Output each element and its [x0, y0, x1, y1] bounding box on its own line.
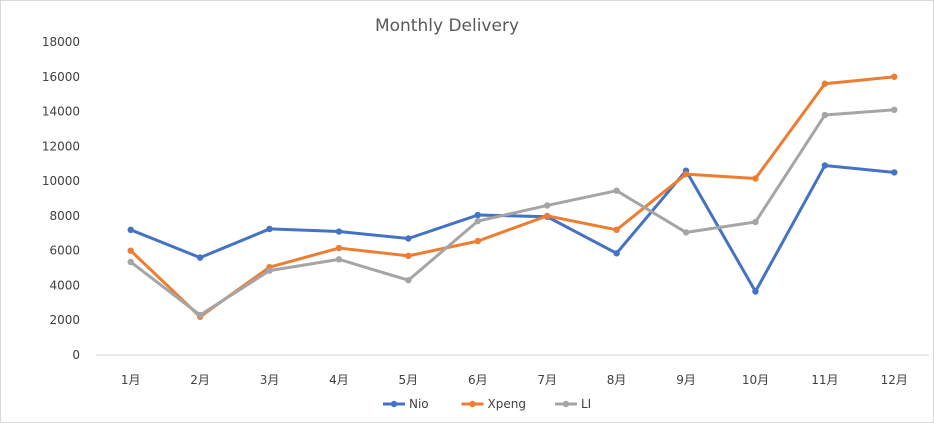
legend: Nio Xpeng LI [383, 397, 591, 411]
data-point-nio [891, 169, 898, 176]
data-point-li [752, 218, 759, 226]
y-tick-label: 0 [72, 348, 80, 362]
series-line-nio [129, 163, 896, 294]
x-tick-label: 10月 [742, 373, 769, 387]
x-tick-label: 3月 [260, 373, 280, 387]
x-tick-label: 1月 [121, 373, 141, 387]
legend-label: Xpeng [488, 397, 526, 411]
data-point-li [474, 217, 481, 225]
legend-item-li: LI [555, 397, 591, 411]
y-tick-label: 16000 [42, 70, 80, 84]
data-point-li [196, 311, 204, 319]
legend-item-xpeng: Xpeng [461, 397, 526, 411]
y-axis-labels: 0 2000 4000 6000 8000 10000 12000 14000 16000 180… [42, 35, 80, 362]
data-point-nio [821, 162, 829, 169]
y-tick-label: 14000 [42, 105, 80, 119]
x-tick-label: 9月 [676, 373, 696, 387]
data-point-li [544, 202, 551, 209]
y-tick-label: 12000 [42, 139, 80, 153]
data-point-nio [196, 254, 204, 261]
y-tick-label: 6000 [49, 244, 80, 258]
x-tick-label: 11月 [811, 373, 838, 387]
series-line-xpeng [129, 75, 896, 319]
data-point-nio [405, 235, 412, 242]
legend-swatch-marker [562, 400, 570, 408]
data-point-li [335, 256, 343, 263]
y-tick-label: 8000 [49, 209, 80, 223]
x-tick-label: 2月 [190, 373, 210, 387]
y-tick-label: 4000 [49, 278, 80, 292]
data-point-nio [266, 225, 273, 233]
x-tick-label: 8月 [607, 373, 627, 387]
data-point-nio [127, 226, 134, 233]
series-line-li [129, 108, 896, 317]
legend-swatch-marker [469, 400, 476, 408]
y-tick-label: 18000 [42, 35, 80, 49]
data-point-xpeng [127, 247, 134, 254]
series-xpeng [127, 73, 898, 320]
data-point-li [613, 187, 620, 194]
legend-item-nio: Nio [383, 397, 429, 411]
x-tick-label: 5月 [399, 373, 419, 387]
x-tick-label: 7月 [537, 373, 557, 387]
data-point-li [682, 229, 690, 236]
x-axis-labels: 1月 2月 3月 4月 5月 6月 7月 8月 9月 10月 11月 12月 [121, 373, 908, 387]
data-point-xpeng [613, 226, 620, 233]
data-point-xpeng [474, 237, 481, 245]
data-point-nio [474, 211, 481, 219]
data-point-nio [335, 228, 343, 235]
data-point-xpeng [821, 80, 829, 87]
data-point-xpeng [682, 170, 690, 178]
data-point-xpeng [405, 252, 412, 260]
x-tick-label: 12月 [881, 373, 908, 387]
data-point-li [405, 277, 412, 284]
data-point-xpeng [891, 73, 898, 80]
legend-label: LI [581, 397, 591, 411]
y-tick-label: 2000 [49, 313, 80, 327]
data-point-li [821, 111, 829, 119]
series-li [127, 106, 898, 319]
data-point-li [266, 267, 273, 274]
data-point-xpeng [335, 244, 343, 252]
data-point-li [891, 106, 898, 114]
legend-label: Nio [409, 397, 429, 411]
data-point-xpeng [544, 212, 551, 220]
y-tick-label: 10000 [42, 174, 80, 188]
data-point-li [127, 258, 134, 266]
chart-title: Monthly Delivery [375, 16, 519, 36]
x-tick-label: 6月 [468, 373, 488, 387]
series-group [127, 73, 898, 320]
data-point-nio [613, 250, 620, 257]
x-tick-label: 4月 [329, 373, 349, 387]
legend-swatch-marker [390, 400, 398, 408]
data-point-nio [752, 288, 759, 295]
data-point-xpeng [752, 175, 759, 182]
